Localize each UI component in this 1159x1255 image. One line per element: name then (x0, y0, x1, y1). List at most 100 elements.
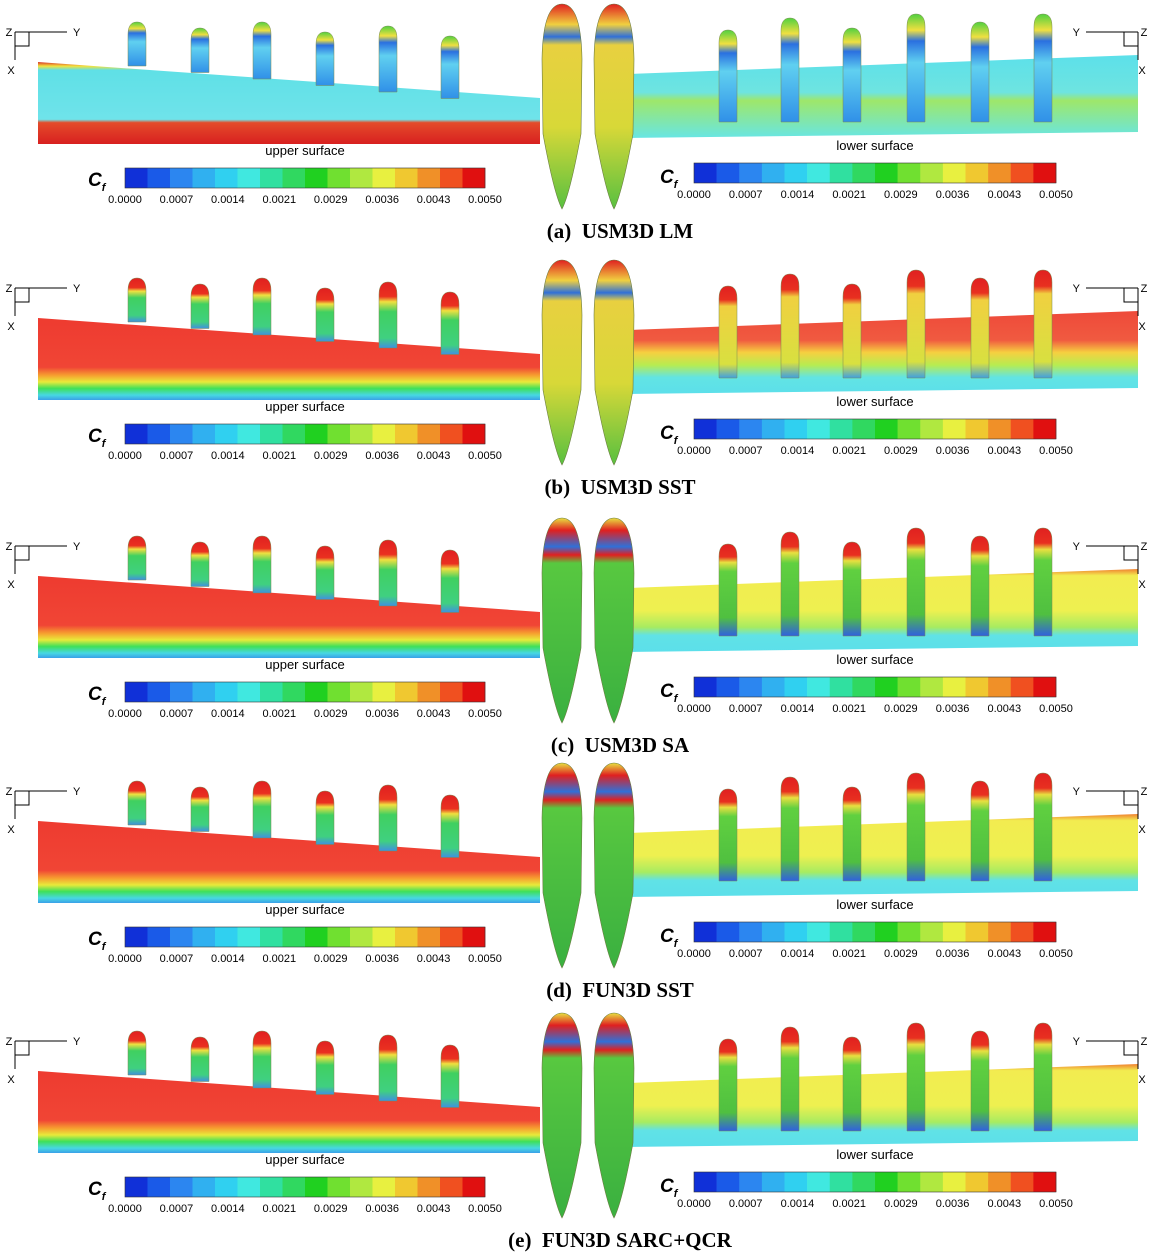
colorbar-band (192, 927, 216, 947)
colorbar-band (440, 927, 463, 947)
colorbar-band (147, 168, 171, 188)
colorbar-band (305, 424, 328, 444)
nacelle (780, 1026, 800, 1132)
colorbar-subscript: f (102, 1191, 107, 1203)
colorbar-band (897, 163, 921, 183)
axis-triad (1086, 790, 1139, 819)
colorbar-subscript: f (674, 435, 679, 447)
colorbar-tick-label: 0.0000 (108, 194, 142, 206)
colorbar-tick-label: 0.0029 (314, 1203, 348, 1215)
colorbar-band (192, 1177, 216, 1197)
colorbar-band (897, 419, 921, 439)
nacelle (378, 1034, 398, 1102)
colorbar-band (761, 419, 785, 439)
colorbar-band (350, 168, 373, 188)
colorbar-band (170, 424, 193, 444)
colorbar-tick-label: 0.0007 (729, 703, 763, 715)
colorbar-tick-label: 0.0000 (677, 445, 711, 457)
colorbar-tick-label: 0.0000 (677, 948, 711, 960)
colorbar-band (716, 677, 740, 697)
axis-label-z: Z (6, 27, 13, 39)
nacelle (440, 794, 460, 858)
colorbar-band (305, 1177, 328, 1197)
nacelle (970, 277, 990, 379)
upper-wing (38, 821, 540, 903)
colorbar-band (829, 922, 853, 942)
colorbar-tick-label: 0.0043 (987, 189, 1021, 201)
colorbar-title: Cf (88, 684, 107, 708)
colorbar-tick-label: 0.0036 (936, 703, 970, 715)
colorbar-tick-label: 0.0050 (1039, 1198, 1073, 1210)
colorbar-band (942, 163, 966, 183)
axis-label-y: Y (1073, 283, 1081, 295)
colorbar-tick-label: 0.0007 (160, 1203, 194, 1215)
colorbar-band (215, 424, 238, 444)
colorbar-band (920, 163, 944, 183)
colorbar-band (739, 922, 763, 942)
colorbar-band (716, 1172, 740, 1192)
colorbar-band (852, 922, 876, 942)
colorbar-band (694, 677, 717, 697)
colorbar-band (237, 1177, 261, 1197)
colorbar-band (260, 424, 283, 444)
colorbar-band (327, 424, 351, 444)
colorbar-title: Cf (660, 926, 679, 950)
colorbar-band (125, 927, 148, 947)
colorbar-band (1033, 163, 1057, 183)
colorbar-tick-label: 0.0000 (108, 953, 142, 965)
colorbar-tick-label: 0.0021 (262, 1203, 296, 1215)
colorbar-band (350, 1177, 373, 1197)
fuselage (541, 3, 583, 210)
colorbar-band (875, 1172, 898, 1192)
nacelle (127, 21, 147, 67)
axis-triad (14, 1040, 67, 1069)
colorbar-tick-label: 0.0021 (832, 1198, 866, 1210)
colorbar-band (170, 168, 193, 188)
nacelle (378, 784, 398, 852)
colorbar-band (920, 1172, 944, 1192)
fuselage (593, 517, 635, 724)
colorbar-symbol: C (660, 423, 674, 444)
colorbar-band (829, 677, 853, 697)
colorbar-title: Cf (660, 1176, 679, 1200)
colorbar-band (784, 419, 808, 439)
axis-label-x: X (7, 321, 15, 333)
colorbar-band (784, 1172, 808, 1192)
nacelle (315, 31, 335, 86)
surface-label: lower surface (836, 1147, 913, 1162)
lower-wing (628, 311, 1138, 394)
axis-triad (1086, 287, 1139, 316)
colorbar-title: Cf (88, 170, 107, 194)
nacelle (252, 277, 272, 336)
colorbar-band (988, 163, 1012, 183)
colorbar-band (260, 1177, 283, 1197)
colorbar-subscript: f (674, 179, 679, 191)
panel-caption: (b) USM3D SST (544, 475, 695, 499)
colorbar-band (829, 1172, 853, 1192)
colorbar-band (1033, 1172, 1057, 1192)
colorbar-band (694, 419, 717, 439)
colorbar-frame (124, 423, 486, 445)
colorbar-band (942, 922, 966, 942)
colorbar-tick-label: 0.0043 (417, 1203, 451, 1215)
axis-label-y: Y (73, 1036, 81, 1048)
colorbar-tick-label: 0.0014 (211, 1203, 245, 1215)
colorbar-band (260, 682, 283, 702)
nacelle (127, 1030, 147, 1076)
colorbar-band (282, 1177, 306, 1197)
colorbar-symbol: C (660, 926, 674, 947)
nacelle (970, 1030, 990, 1132)
colorbar-band (965, 419, 989, 439)
colorbar-band (305, 927, 328, 947)
colorbar-tick-label: 0.0000 (108, 450, 142, 462)
colorbar-title: Cf (660, 423, 679, 447)
colorbar-tick-label: 0.0029 (314, 708, 348, 720)
colorbar-band (875, 163, 898, 183)
colorbar-band (282, 682, 306, 702)
axis-label-y: Y (1073, 786, 1081, 798)
axis-label-y: Y (1073, 27, 1081, 39)
nacelle (315, 287, 335, 342)
axis-label-y: Y (73, 27, 81, 39)
axis-label-x: X (7, 824, 15, 836)
